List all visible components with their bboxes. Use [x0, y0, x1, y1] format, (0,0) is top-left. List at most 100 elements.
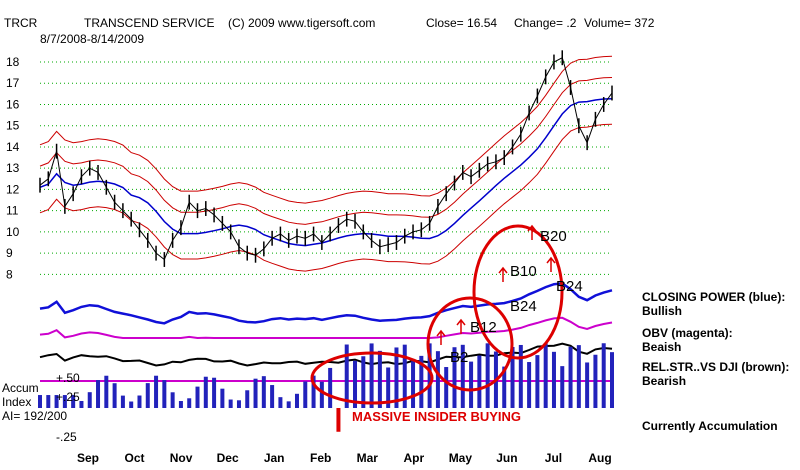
accum-bar	[278, 397, 283, 408]
annotation-b12: B12	[470, 319, 497, 336]
accum-bar	[71, 395, 76, 408]
y-tick-label: 12	[6, 182, 20, 196]
x-tick-label: Jul	[545, 451, 562, 465]
accum-bar	[344, 344, 349, 408]
accum-label: Accum	[2, 381, 39, 395]
accum-bar	[203, 376, 208, 408]
annotation-ellipse	[310, 351, 434, 405]
buy-arrow	[456, 318, 466, 334]
accum-bar	[228, 399, 233, 408]
accum-bar	[46, 395, 51, 408]
legend-accum-status: Currently Accumulation	[642, 419, 778, 433]
accum-bar	[402, 344, 407, 408]
price-bands	[39, 55, 613, 272]
x-tick-label: Feb	[310, 451, 331, 465]
accum-bar	[610, 352, 614, 408]
obv-value: Beaish	[642, 340, 682, 354]
accum-bar	[187, 398, 192, 408]
accum-bar	[220, 388, 225, 408]
x-tick-label: Dec	[217, 451, 239, 465]
indicator-lines	[39, 282, 613, 367]
y-tick-label: 18	[6, 55, 20, 69]
accum-bar	[286, 401, 291, 408]
y-tick-label: 14	[6, 140, 20, 154]
accum-bar	[311, 375, 316, 408]
y-tick-label: 13	[6, 161, 20, 175]
accum-bar	[54, 395, 59, 408]
accum-bar	[294, 393, 299, 408]
accum-bar	[593, 354, 598, 408]
accum-bar	[236, 400, 241, 408]
accum-bar	[212, 377, 217, 408]
accum-bar	[435, 351, 440, 408]
accum-bar	[112, 383, 117, 408]
annotation-b20: B20	[540, 228, 567, 245]
accum-bar	[170, 392, 175, 408]
accum-bar	[460, 344, 465, 408]
accum-bar	[377, 350, 382, 408]
x-tick-label: Jan	[264, 451, 285, 465]
obv-label: OBV (magenta):	[642, 326, 733, 340]
accum-bar	[104, 375, 109, 408]
annotation-insider-buying: MASSIVE INSIDER BUYING	[352, 409, 521, 424]
index-label: Index	[2, 395, 32, 409]
accum-bar	[120, 395, 125, 408]
accum-bar	[560, 366, 565, 408]
annotations: B20 B10 B24 B12 B2 B24 MASSIVE INSIDER B…	[310, 224, 583, 424]
accumulation-index	[38, 343, 614, 432]
accum-bar	[154, 375, 159, 408]
moving-average-line	[39, 97, 613, 247]
accum-bar	[336, 408, 341, 432]
x-tick-label: Oct	[125, 451, 145, 465]
x-tick-label: Mar	[357, 451, 379, 465]
buy-arrow	[527, 224, 537, 240]
accum-bar	[527, 362, 532, 408]
buy-arrow	[546, 256, 556, 272]
accum-bar	[62, 395, 67, 408]
accum-bar	[369, 343, 374, 408]
y-tick-label: 10	[6, 225, 20, 239]
accum-bar	[145, 383, 150, 408]
accum-bar	[535, 355, 540, 408]
y-tick-label: 15	[6, 119, 20, 133]
rel-str-label: REL.STR..VS DJI (brown):	[642, 360, 790, 374]
x-tick-labels: Sep Oct Nov Dec Jan Feb Mar Apr May Jun Jul Aug	[77, 451, 612, 465]
accum-bar	[137, 395, 142, 408]
x-tick-label: Nov	[170, 451, 193, 465]
accum-bar	[253, 378, 258, 408]
accum-bar	[502, 366, 507, 408]
buy-arrows	[436, 224, 556, 345]
accum-tick-minus25: -.25	[56, 430, 77, 444]
accum-bar	[328, 367, 333, 408]
y-tick-label: 8	[6, 267, 13, 281]
legend-obv: OBV (magenta): Beaish	[642, 326, 733, 354]
mid-band	[39, 77, 613, 225]
accum-bar	[601, 343, 606, 408]
accum-bar	[386, 367, 391, 408]
annotation-ellipse	[426, 296, 514, 392]
change-value: Change= .2	[514, 16, 577, 30]
accum-bar	[38, 395, 42, 408]
accum-bar	[361, 356, 366, 408]
ai-value: AI= 192/200	[2, 409, 68, 423]
accum-bar	[427, 343, 432, 408]
volume-value: Volume= 372	[584, 16, 655, 30]
accum-bar	[444, 367, 449, 408]
accum-bar	[162, 380, 167, 408]
annotation-b24a: B24	[510, 298, 537, 315]
lower-band	[39, 123, 613, 272]
x-tick-label: Aug	[588, 451, 611, 465]
annotation-ellipse	[472, 224, 564, 360]
closing-power-line	[39, 282, 613, 325]
x-tick-label: Sep	[77, 451, 99, 465]
buy-arrow	[436, 329, 446, 345]
legend-rel-str: REL.STR..VS DJI (brown): Bearish	[642, 360, 789, 388]
accum-bar	[245, 390, 250, 408]
accum-bar	[411, 361, 416, 408]
accum-bar	[452, 347, 457, 408]
copyright: (C) 2009 www.tigersoft.com	[228, 16, 376, 30]
accum-bar	[394, 347, 399, 408]
accum-bar	[510, 346, 515, 408]
closing-power-label: CLOSING POWER (blue):	[642, 290, 786, 304]
